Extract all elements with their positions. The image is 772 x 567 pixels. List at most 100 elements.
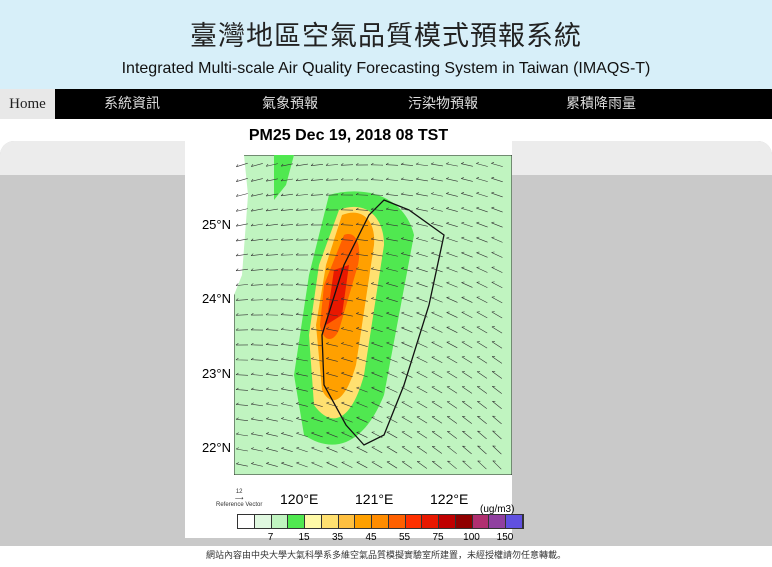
wind-vector — [416, 446, 428, 454]
wind-vector — [250, 342, 264, 346]
wind-vector — [250, 313, 264, 316]
wind-vector — [236, 162, 248, 168]
wind-vector — [356, 416, 368, 423]
wind-vector — [476, 266, 488, 273]
wind-vector — [356, 461, 368, 469]
wind-vector — [280, 163, 293, 167]
wind-vector — [386, 386, 398, 393]
wind-vector — [280, 372, 293, 377]
wind-vector — [326, 372, 338, 377]
wind-vector — [265, 387, 278, 392]
wind-vector — [310, 327, 323, 332]
wind-vector — [462, 416, 472, 424]
wind-vector — [385, 207, 398, 212]
wind-vector — [491, 356, 503, 364]
nav-weather-forecast[interactable]: 氣象預報 — [262, 96, 318, 112]
wind-vector — [416, 311, 428, 318]
wind-vector — [310, 267, 324, 271]
wind-vector — [340, 207, 354, 211]
wind-vector — [340, 237, 354, 241]
wind-vector — [311, 401, 323, 407]
colorbar-swatch — [238, 515, 255, 528]
wind-vector — [341, 356, 353, 362]
colorbar-swatch — [439, 515, 456, 528]
wind-vector — [356, 371, 368, 378]
wind-vector — [492, 445, 502, 455]
wind-vector — [446, 236, 458, 243]
wind-vector — [280, 357, 293, 362]
wind-vector — [265, 223, 278, 227]
wind-vector — [476, 236, 488, 243]
wind-vector — [385, 162, 399, 166]
wind-vector — [386, 356, 398, 363]
wind-vector — [235, 387, 249, 391]
wind-vector — [311, 416, 323, 423]
wind-vector — [415, 207, 428, 212]
wind-vector — [416, 371, 428, 379]
wind-vector — [401, 371, 413, 378]
wind-vector — [265, 193, 278, 197]
wind-vector — [235, 298, 249, 301]
wind-vector — [491, 326, 503, 334]
wind-vector — [280, 208, 293, 212]
wind-vector — [491, 281, 503, 289]
nav-home[interactable]: Home — [0, 89, 55, 119]
wind-vector — [295, 312, 309, 316]
wind-vector — [400, 222, 413, 227]
wind-vector — [431, 386, 443, 394]
wind-vector — [235, 193, 248, 197]
wind-vector — [446, 341, 458, 349]
wind-vector — [250, 223, 263, 227]
wind-vector — [386, 267, 398, 272]
colorbar-swatch — [305, 515, 322, 528]
wind-vector — [265, 312, 279, 316]
wind-vector — [295, 238, 309, 241]
wind-vector — [340, 178, 354, 181]
wind-vector — [340, 192, 354, 196]
wind-vector — [371, 312, 383, 317]
wind-vector — [431, 326, 443, 333]
wind-vector — [447, 446, 457, 454]
wind-vector — [280, 178, 293, 182]
colorbar-label: 150 — [496, 532, 514, 543]
colorbar-swatch — [422, 515, 439, 528]
wind-vector — [431, 311, 443, 318]
wind-vector — [447, 431, 457, 439]
nav-system-info[interactable]: 系統資訊 — [104, 96, 160, 112]
colorbar-swatch — [338, 515, 356, 528]
wind-vector — [371, 356, 383, 363]
wind-vector — [280, 268, 294, 271]
wind-vector — [340, 222, 354, 226]
wind-vector — [491, 251, 503, 258]
wind-vector — [265, 327, 279, 331]
nav-pollutant-forecast[interactable]: 污染物預報 — [408, 96, 478, 112]
wind-vector — [446, 266, 458, 273]
wind-vector — [310, 312, 323, 317]
wind-vector — [340, 297, 353, 302]
wind-vector — [477, 415, 487, 424]
wind-vector — [476, 356, 488, 364]
wind-vector — [326, 357, 338, 362]
wind-vector — [370, 267, 383, 272]
wind-vector — [265, 253, 279, 256]
wind-vector — [431, 192, 443, 197]
wind-vector — [265, 402, 278, 407]
wind-vector — [431, 356, 443, 364]
wind-vector — [446, 207, 458, 212]
wind-vector — [235, 178, 248, 182]
colorbar-label: 55 — [398, 532, 411, 543]
wind-vector — [295, 252, 309, 256]
wind-vector — [355, 177, 369, 181]
colorbar-swatch — [455, 515, 473, 528]
wind-vector — [355, 162, 369, 166]
wind-vector — [325, 282, 338, 287]
wind-vector — [431, 266, 443, 273]
wind-vector — [431, 251, 443, 258]
nav-accumulated-rainfall[interactable]: 累積降雨量 — [566, 96, 636, 112]
wind-vector — [401, 326, 413, 333]
wind-vector — [461, 206, 473, 213]
wind-vector — [416, 416, 428, 424]
wind-vector — [325, 237, 339, 241]
wind-vector — [235, 283, 248, 286]
wind-vector — [250, 372, 264, 376]
